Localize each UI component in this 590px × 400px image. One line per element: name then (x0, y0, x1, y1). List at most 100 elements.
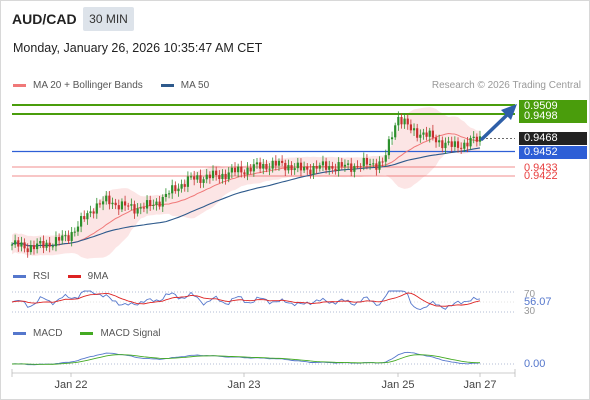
rsi-legend: RSI 9MA (13, 271, 126, 282)
candle-body (416, 128, 419, 138)
candle (205, 168, 208, 184)
candle-body (145, 200, 149, 209)
rsi-level-30: 30 (524, 306, 536, 317)
candle (211, 165, 215, 181)
candle-body (14, 240, 17, 245)
candle (463, 139, 466, 153)
candle-body (211, 170, 215, 179)
candle (246, 162, 249, 181)
candle (268, 163, 271, 176)
macd-line (11, 351, 481, 366)
legend-item-macd: MACD (13, 328, 62, 339)
candle-body (149, 200, 152, 206)
candle-body (353, 165, 356, 172)
macd-signal-line (11, 354, 481, 365)
candle (17, 237, 20, 252)
candle (456, 137, 460, 153)
macd-legend: MACD MACD Signal (13, 328, 178, 339)
candle-body (73, 231, 76, 233)
candle-body (76, 226, 80, 232)
candle-body (32, 245, 36, 250)
candle-body (287, 165, 290, 171)
candle-body (469, 137, 472, 147)
candle (167, 190, 171, 199)
candle (259, 157, 262, 173)
candle-body (164, 193, 168, 198)
candle (142, 202, 146, 213)
candle-body (10, 244, 14, 246)
candle-body (441, 140, 444, 149)
candle-body (318, 165, 321, 169)
candle-body (202, 179, 205, 183)
candle-body (334, 168, 337, 171)
candle (262, 158, 265, 175)
candle-body (255, 162, 259, 165)
legend-label-macd: MACD (33, 328, 63, 339)
candle (108, 191, 111, 210)
candle (243, 169, 246, 179)
candle-body (218, 175, 221, 180)
candle-body (80, 216, 83, 227)
candle (98, 199, 102, 208)
candle-body (205, 174, 208, 180)
forecast-arrow-shaft (480, 112, 510, 141)
candle-body (400, 116, 403, 125)
candle (224, 169, 227, 185)
candle-body (434, 137, 438, 143)
candle-body (171, 185, 174, 194)
candle-body (98, 203, 102, 205)
candle-body (180, 184, 183, 189)
ma50-line (11, 147, 481, 247)
candle (362, 152, 365, 171)
timeframe-button[interactable]: 30 MIN (83, 7, 134, 31)
candle (469, 135, 472, 150)
candle (309, 164, 312, 179)
candle (315, 160, 318, 175)
candle (447, 136, 450, 146)
candle (155, 198, 158, 211)
candle-body (412, 128, 416, 131)
candle-body (431, 130, 434, 138)
candle (265, 159, 268, 173)
candle-body (193, 176, 196, 180)
candle (32, 240, 36, 255)
candle-body (243, 172, 246, 175)
candle (460, 142, 463, 154)
legend-item-9ma: 9MA (67, 271, 108, 282)
candle-body (375, 163, 378, 170)
candle (186, 171, 189, 193)
candle (422, 128, 425, 140)
candle-body (189, 176, 193, 178)
candle (83, 210, 86, 222)
candle (20, 236, 23, 252)
candle (466, 137, 469, 153)
candle-body (92, 211, 95, 214)
candle (174, 181, 177, 194)
candle (61, 230, 64, 245)
candle-body (478, 136, 482, 142)
candle (14, 234, 17, 248)
candle-body (39, 241, 42, 244)
candle (359, 163, 362, 172)
candle (237, 163, 240, 178)
candle-body (196, 175, 199, 180)
candle (416, 123, 419, 142)
candle-body (343, 164, 347, 167)
candle-body (259, 162, 262, 169)
candle-body (409, 124, 412, 131)
candle (334, 163, 337, 175)
candle (249, 164, 252, 175)
candle-body (48, 242, 51, 247)
candle (193, 170, 196, 186)
candle-body (472, 136, 475, 138)
candle (45, 239, 48, 251)
candle (80, 212, 83, 233)
candle (158, 195, 161, 210)
rsi-line (11, 290, 481, 310)
candle (180, 179, 183, 193)
candle (428, 127, 431, 143)
candle-body (394, 125, 397, 138)
candle-body (390, 137, 394, 140)
candle-body (293, 168, 296, 171)
candle-body (381, 161, 384, 163)
